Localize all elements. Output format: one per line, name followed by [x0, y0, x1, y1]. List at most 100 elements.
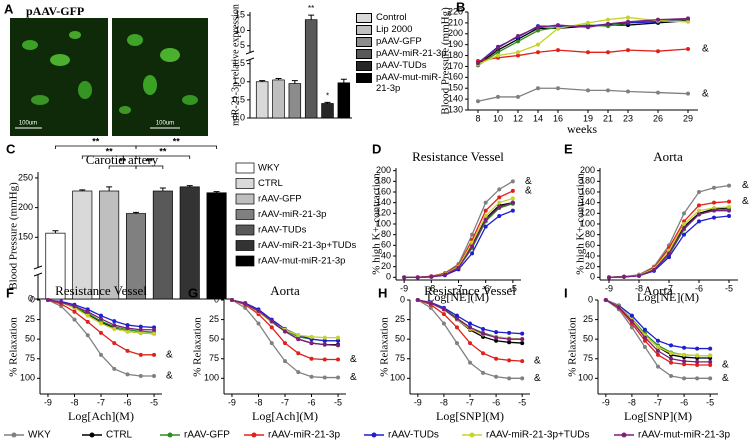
- data-point: [669, 351, 674, 356]
- legend-label: rAAV-GFP: [184, 430, 230, 441]
- y-tick-label: 200: [448, 28, 463, 38]
- error-bar: [308, 14, 315, 20]
- significance-bracket: [135, 145, 217, 149]
- y-tick-label: 25: [395, 314, 405, 324]
- data-point: [642, 345, 647, 349]
- data-point: [669, 373, 674, 378]
- data-point: [429, 274, 434, 279]
- data-point: [496, 94, 500, 99]
- panel-letter: E: [564, 141, 573, 156]
- x-axis-label: Log[Ach](M): [252, 409, 318, 423]
- legend-label: Lip 2000: [376, 24, 413, 35]
- x-tick-label: -8: [254, 397, 262, 407]
- x-tick-label: 16: [553, 113, 563, 123]
- legend-label: CTRL: [258, 178, 283, 189]
- significance-label: &: [702, 44, 709, 55]
- x-tick-label: -5: [509, 283, 517, 293]
- x-tick-label: 12: [513, 113, 523, 123]
- y-tick-label: 140: [580, 197, 595, 207]
- data-point: [138, 327, 143, 332]
- y-tick-label: 5: [240, 40, 245, 50]
- x-tick-label: -7: [654, 397, 662, 407]
- y-tick-label: 210: [448, 17, 463, 27]
- data-point: [727, 214, 731, 218]
- data-point: [712, 215, 716, 220]
- data-point: [656, 338, 660, 343]
- data-point: [283, 329, 287, 334]
- data-point: [112, 326, 117, 331]
- legend-marker: [251, 432, 257, 438]
- error-bar: [275, 77, 282, 80]
- y-tick-label: 100: [578, 373, 593, 383]
- legend-swatch: [235, 178, 255, 189]
- legend-item: Control: [356, 12, 452, 23]
- error-bar: [133, 211, 139, 214]
- data-point: [441, 307, 446, 312]
- data-point: [682, 362, 687, 367]
- data-point: [336, 335, 341, 340]
- legend-swatch: [356, 61, 372, 71]
- legend-label: rAAV-miR-21-3p: [268, 430, 340, 441]
- legend-swatch: [356, 73, 372, 83]
- data-point: [626, 19, 630, 24]
- data-point: [125, 326, 130, 331]
- data-point: [99, 316, 103, 321]
- data-point: [656, 90, 660, 95]
- data-point: [507, 340, 512, 345]
- data-point: [682, 211, 686, 216]
- data-point: [494, 335, 499, 340]
- data-point: [536, 50, 540, 55]
- data-point: [603, 298, 608, 302]
- data-point: [556, 48, 560, 53]
- data-point: [454, 341, 459, 346]
- data-point: [336, 375, 341, 380]
- data-point: [586, 50, 590, 55]
- legend-label: rAAV-TUDs: [258, 225, 307, 236]
- series-line: [477, 87, 689, 102]
- legend-label: pAAV-miR-21-3p: [376, 48, 447, 59]
- data-point: [441, 312, 446, 317]
- error-bar: [186, 185, 193, 187]
- data-point: [483, 200, 488, 205]
- data-point: [322, 357, 327, 362]
- bar: [337, 82, 351, 119]
- x-tick-label: -6: [124, 397, 132, 407]
- y-tick-label: 160: [448, 72, 463, 82]
- y-tick-label: 1.0: [232, 76, 245, 86]
- legend-label: pAAV-GFP: [376, 36, 422, 47]
- data-point: [656, 364, 660, 369]
- data-point: [510, 200, 515, 205]
- data-point: [138, 373, 143, 378]
- y-tick-label: 40: [381, 250, 391, 260]
- data-point: [637, 273, 641, 278]
- y-tick-label: 0: [588, 294, 593, 304]
- data-point: [496, 50, 500, 55]
- y-tick-label: 150: [448, 83, 463, 93]
- data-point: [496, 45, 500, 50]
- y-tick-label: 50: [395, 334, 405, 344]
- error-bar: [324, 101, 331, 104]
- data-point: [686, 19, 690, 24]
- x-tick-label: 8: [475, 113, 480, 123]
- significance-label: **: [106, 146, 114, 156]
- y-tick-label: 25: [209, 314, 219, 324]
- data-point: [72, 317, 77, 322]
- data-point: [556, 26, 560, 31]
- data-point: [697, 208, 701, 213]
- data-point: [686, 91, 690, 96]
- y-tick-label: 100: [580, 218, 595, 228]
- significance-label: **: [308, 4, 314, 13]
- error-bar: [79, 189, 86, 191]
- data-point: [708, 353, 713, 358]
- data-point: [476, 99, 480, 104]
- significance-label: **: [92, 136, 100, 146]
- data-point: [309, 374, 314, 379]
- x-tick-label: -5: [706, 397, 714, 407]
- x-tick-label: -9: [605, 283, 613, 293]
- data-point: [682, 352, 687, 357]
- data-point: [99, 330, 103, 335]
- image-label: pAAV-GFP: [26, 4, 84, 18]
- data-point: [256, 321, 261, 326]
- panel-letter: H: [378, 285, 387, 300]
- x-tick-label: 14: [533, 113, 543, 123]
